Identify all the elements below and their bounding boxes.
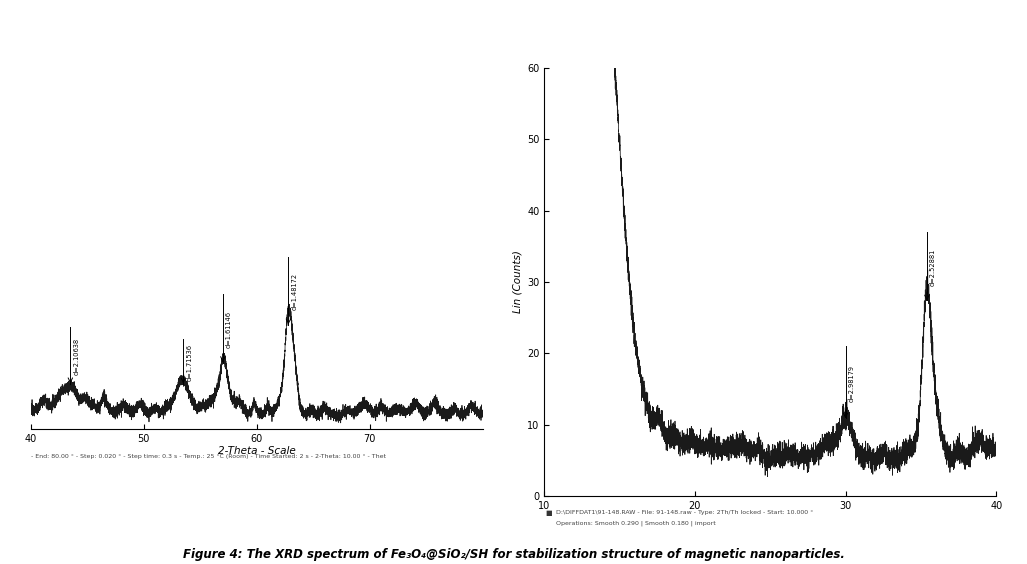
Text: ■: ■ <box>545 510 551 517</box>
Text: Figure 4: The XRD spectrum of Fe₃O₄@SiO₂/SH for stabilization structure of magne: Figure 4: The XRD spectrum of Fe₃O₄@SiO₂… <box>183 548 844 561</box>
Text: d=1.61146: d=1.61146 <box>226 311 232 348</box>
Text: d=2.10638: d=2.10638 <box>73 338 79 375</box>
Y-axis label: Lin (Counts): Lin (Counts) <box>512 250 523 314</box>
Text: D:\DIFFDAT1\91-148.RAW - File: 91-148.raw - Type: 2Th/Th locked - Start: 10.000 : D:\DIFFDAT1\91-148.RAW - File: 91-148.ra… <box>556 510 812 515</box>
Text: Operations: Smooth 0.290 | Smooth 0.180 | import: Operations: Smooth 0.290 | Smooth 0.180 … <box>556 520 716 526</box>
X-axis label: 2-Theta - Scale: 2-Theta - Scale <box>218 446 296 456</box>
Text: d=2.98179: d=2.98179 <box>848 365 854 402</box>
Text: d=1.48172: d=1.48172 <box>292 274 297 310</box>
Text: d=2.52881: d=2.52881 <box>929 249 936 287</box>
Text: - End: 80.00 ° - Step: 0.020 ° - Step time: 0.3 s - Temp.: 25 °C (Room) - Time S: - End: 80.00 ° - Step: 0.020 ° - Step ti… <box>31 454 386 459</box>
Text: d=1.71536: d=1.71536 <box>186 344 192 381</box>
